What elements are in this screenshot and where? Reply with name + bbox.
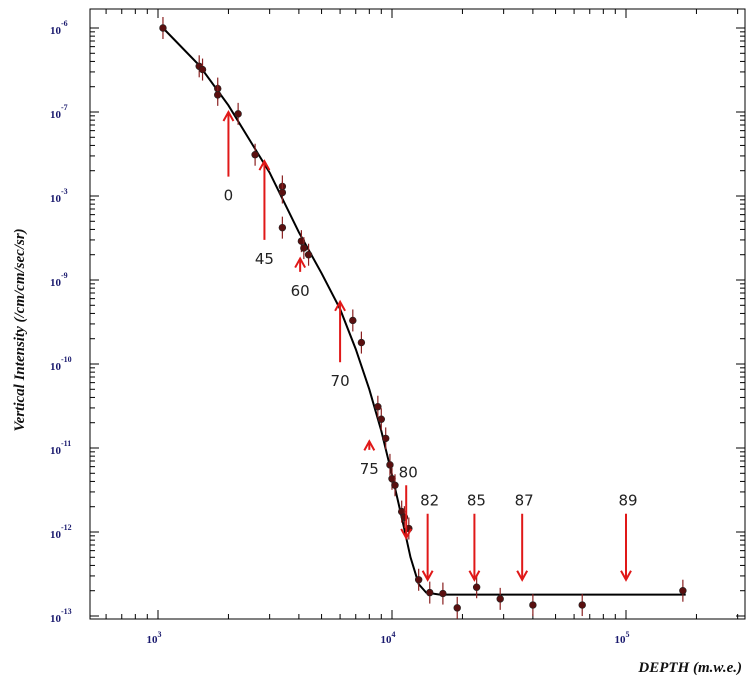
data-points xyxy=(159,17,687,619)
angle-arrow: 80 xyxy=(399,463,418,540)
data-point xyxy=(529,594,537,617)
angle-arrow: 87 xyxy=(515,492,534,582)
angle-label: 70 xyxy=(331,372,350,390)
angle-arrow: 75 xyxy=(360,439,379,478)
data-point xyxy=(472,576,481,599)
data-point xyxy=(391,474,399,497)
data-point xyxy=(386,453,394,476)
data-point xyxy=(382,427,390,450)
data-point xyxy=(278,181,287,204)
x-tick-label: 105 xyxy=(615,630,630,646)
angle-label: 87 xyxy=(515,492,534,510)
data-point xyxy=(304,243,313,266)
y-tick-label: 10-9 xyxy=(50,271,68,289)
data-point xyxy=(251,143,259,166)
angle-label: 85 xyxy=(467,492,486,510)
data-point xyxy=(578,594,586,617)
angle-arrow: 89 xyxy=(618,492,638,582)
data-point xyxy=(300,237,308,260)
data-point xyxy=(278,216,287,239)
data-point xyxy=(297,230,306,253)
data-point xyxy=(374,395,382,418)
data-point xyxy=(453,596,461,619)
y-tick-label: 10-10 xyxy=(50,355,72,373)
angle-label: 80 xyxy=(399,463,418,481)
fit-curve xyxy=(162,27,686,596)
angle-label: 60 xyxy=(291,282,310,300)
axis-ticks xyxy=(90,9,745,619)
y-tick-label: 10-13 xyxy=(50,607,72,625)
x-axis-label: DEPTH (m.w.e.) xyxy=(637,660,742,676)
angle-arrow: 70 xyxy=(331,299,350,390)
y-tick-label: 10-12 xyxy=(50,523,72,541)
x-tick-label: 104 xyxy=(381,630,396,646)
angle-label: 0 xyxy=(224,187,234,205)
data-point xyxy=(496,587,504,610)
data-point xyxy=(357,331,366,354)
angle-arrow: 60 xyxy=(291,256,310,300)
angle-label: 82 xyxy=(420,492,439,510)
x-tick-label: 103 xyxy=(147,630,162,646)
data-point xyxy=(234,102,242,125)
data-point xyxy=(159,17,167,39)
angle-arrow: 82 xyxy=(420,492,439,582)
angle-label: 45 xyxy=(255,250,274,268)
data-point xyxy=(214,83,222,106)
data-point xyxy=(414,568,423,591)
plot-frame xyxy=(89,8,746,620)
y-tick-label: 10-11 xyxy=(50,439,71,457)
data-point xyxy=(377,408,385,431)
angle-label: 75 xyxy=(360,460,379,478)
data-point xyxy=(679,579,687,602)
angle-label: 89 xyxy=(618,492,637,510)
data-point xyxy=(349,309,357,332)
data-point xyxy=(198,58,207,81)
angle-arrow: 85 xyxy=(467,492,486,582)
y-tick-label: 10-7 xyxy=(50,103,68,121)
angle-arrow: 0 xyxy=(222,109,235,205)
y-tick-label: 10-3 xyxy=(50,187,68,205)
data-point xyxy=(439,582,447,605)
data-point xyxy=(426,581,434,604)
y-axis-label: Vertical Intensity (/cm/cm/sec/sr) xyxy=(12,228,28,431)
y-tick-label: 10-6 xyxy=(50,19,68,37)
angle-arrow: 45 xyxy=(255,159,274,268)
